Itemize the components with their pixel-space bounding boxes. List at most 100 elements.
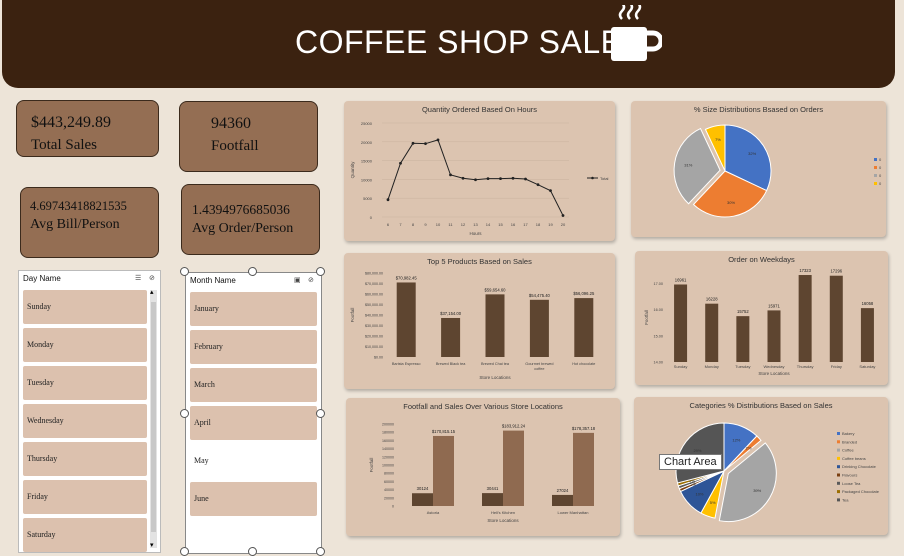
data-label: 1% [689,480,695,485]
y-tick-label: $10,000.00 [365,345,383,349]
bar [705,303,719,362]
page-title: COFFEE SHOP SALES [295,24,645,60]
data-point [549,189,552,193]
slicer-item-february[interactable]: February [190,330,317,364]
resize-handle[interactable] [316,267,325,276]
kpi-label: Total Sales [31,137,98,153]
chart-locations-panel[interactable]: Footfall and Sales Over Various Store Lo… [346,398,620,536]
data-label: $54,475.40 [529,293,551,298]
bar [860,308,874,362]
data-label: $178,357.18 [572,426,596,431]
x-tick-label: 13 [473,222,478,227]
x-tick-label: Gourmet brewed [525,362,553,366]
slicer-item-monday[interactable]: Monday [23,328,147,362]
slicer-scrollbar[interactable] [150,290,157,548]
x-tick-label: Brewed Chai tea [481,362,510,366]
resize-handle[interactable] [316,409,325,418]
y-tick-label: $50,000.00 [365,303,383,307]
multi-select-icon[interactable]: ☰ [135,275,142,282]
data-point [536,183,540,187]
data-label: 39% [753,488,761,493]
kpi-value: 94360 [211,115,251,132]
bar [485,294,505,357]
data-point [474,178,477,182]
chart-products-panel[interactable]: Top 5 Products Based on Sales $0.00 $10,0… [344,253,615,389]
legend-swatch [837,440,840,444]
legend-swatch [837,498,840,502]
data-label: 1% [689,478,695,483]
legend-label: Branded [842,439,857,444]
data-point [411,141,415,145]
legend-label: Tea [842,497,849,502]
legend-label: Packaged Chocolate [842,489,880,494]
x-tick-label: Sunday [674,364,688,369]
data-label: 16228 [706,297,718,302]
multi-select-icon[interactable]: ▣ [294,277,301,284]
slicer-item-sunday[interactable]: Sunday [23,290,147,324]
legend-swatch [874,174,877,177]
chart-title: Footfall and Sales Over Various Store Lo… [403,402,563,411]
y-tick-label: 17.00 [653,282,663,286]
data-label: 5% [710,500,716,505]
x-tick-label: Astoria [427,510,440,515]
legend-label: 0 [879,181,882,186]
y-tick-label: 5000 [363,196,373,201]
clear-filter-icon[interactable]: ⊘ [149,275,155,282]
data-label: 7% [715,137,721,142]
chart-title: Top 5 Products Based on Sales [427,257,532,266]
y-tick-label: 10000 [361,177,373,182]
slicer-item-tuesday[interactable]: Tuesday [23,366,147,400]
resize-handle[interactable] [248,547,257,556]
data-point [436,138,440,142]
resize-handle[interactable] [180,409,189,418]
bar [736,316,750,362]
x-tick-label: 19 [548,222,553,227]
y-axis-label: Footfall [644,310,649,325]
slicer-item-may[interactable]: May [190,444,317,478]
slicer-item-january[interactable]: January [190,292,317,326]
chart-categories-panel[interactable]: Categories % Distributions Based on Sale… [634,397,888,535]
resize-handle[interactable] [180,547,189,556]
resize-handle[interactable] [248,267,257,276]
chart-hours-panel[interactable]: Quantity Ordered Based On Hours 0 5000 100… [344,101,615,241]
chart-weekdays-panel[interactable]: Order on Weekdays 14.00 15.00 16.00 17.00 16… [635,251,888,385]
chart-size-panel[interactable]: % Size Distributions Bsased on Orders 32… [631,101,886,237]
resize-handle[interactable] [316,547,325,556]
data-point [511,176,515,180]
legend-swatch [837,448,840,452]
kpi-value: 4.69743418821535 [30,199,127,213]
chart-weekdays: 14.00 15.00 16.00 17.00 16961 Sunday 16228 Mond… [644,268,875,376]
slicer-item-thursday[interactable]: Thursday [23,442,147,476]
clear-filter-icon[interactable]: ⊘ [308,277,314,284]
legend-swatch [837,432,840,435]
y-tick-label: $30,000.00 [365,324,383,328]
x-tick-label: Hot chocolate [572,362,595,366]
day-slicer[interactable]: Day Name ☰ ⊘ Sunday Monday Tuesday Wedne… [18,270,161,553]
slicer-item-saturday[interactable]: Saturday [23,518,147,552]
scroll-thumb[interactable] [151,302,156,532]
y-tick-label: $20,000.00 [365,335,383,339]
kpi-label: Avg Bill/Person [30,217,120,232]
slicer-item-june[interactable]: June [190,482,317,516]
pie-slice [724,124,772,192]
bar [574,298,594,357]
slicer-item-wednesday[interactable]: Wednesday [23,404,147,438]
resize-handle[interactable] [180,267,189,276]
slicer-item-april[interactable]: April [190,406,317,440]
x-tick-label: Wednesday [763,364,784,369]
scroll-up-icon[interactable]: ▴ [150,289,154,296]
series-line [387,139,564,216]
y-tick-label: 20000 [384,496,394,500]
x-tick-label: Monday [705,364,719,369]
slicer-item-march[interactable]: March [190,368,317,402]
y-tick-label: $60,000.00 [365,293,383,297]
x-tick-label: Tuesday [735,364,750,369]
bar [573,432,594,506]
chart-title: Order on Weekdays [728,255,795,264]
chart-title: Categories % Distributions Based on Sale… [689,401,833,410]
data-point [561,214,565,217]
slicer-item-friday[interactable]: Friday [23,480,147,514]
pie-slice [718,442,777,522]
scroll-down-icon[interactable]: ▾ [150,542,154,549]
month-slicer[interactable]: Month Name ▣ ⊘ January February March Ap… [185,272,322,554]
